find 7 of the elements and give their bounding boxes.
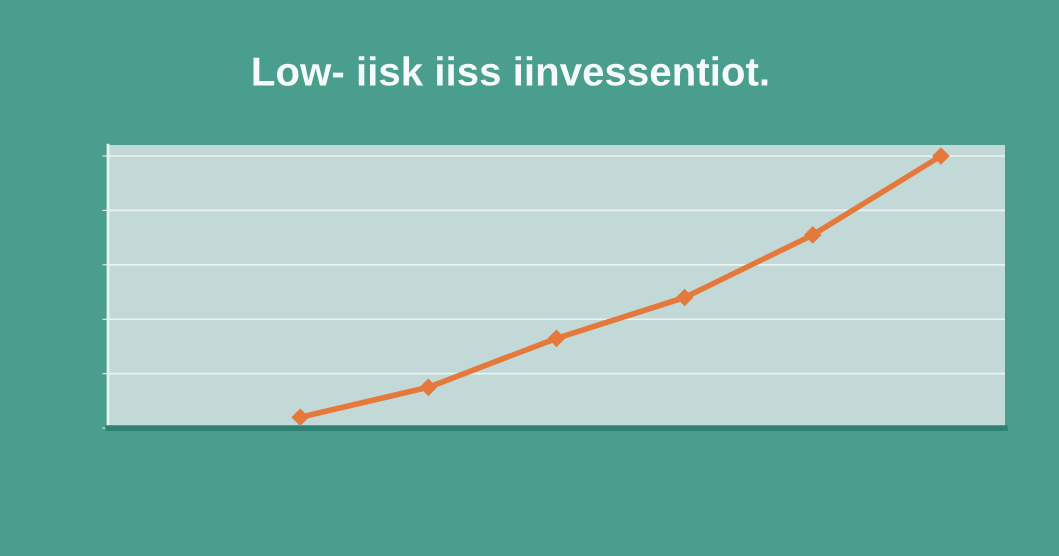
point	[932, 147, 950, 165]
point	[804, 226, 822, 244]
chart-title: Low- iisk iiss iinvessentiot.	[253, 56, 768, 86]
point	[547, 329, 566, 347]
point	[291, 408, 309, 426]
point	[676, 288, 694, 307]
point	[419, 378, 437, 396]
